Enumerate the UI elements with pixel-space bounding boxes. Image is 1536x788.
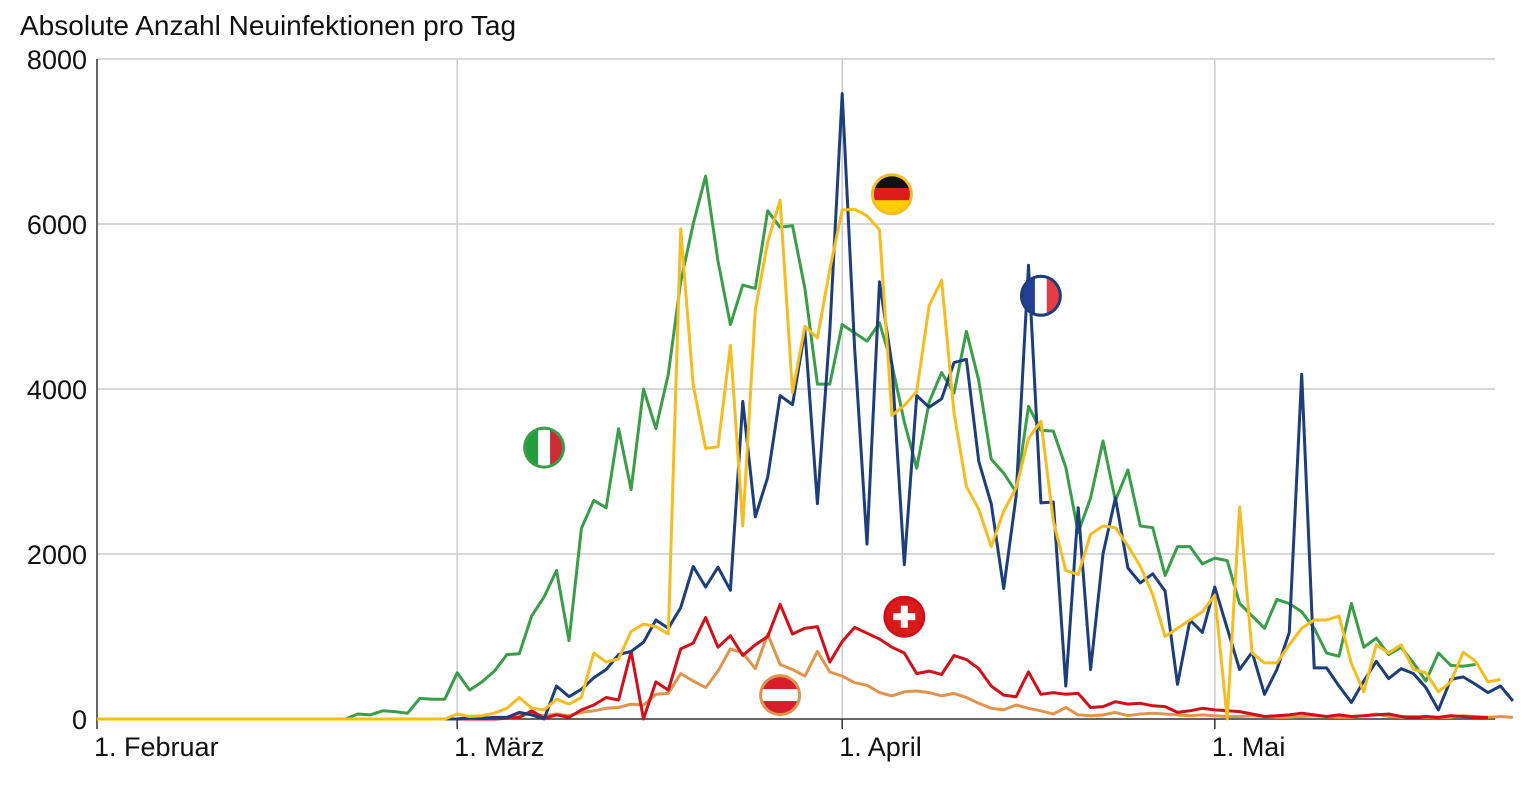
x-tick-label: 1. Februar xyxy=(94,732,219,762)
series-line-france xyxy=(97,92,1515,721)
x-tick-label: 1. April xyxy=(839,732,922,762)
y-tick-label: 0 xyxy=(72,705,87,735)
austria-flag-icon xyxy=(759,674,802,717)
series-line-germany xyxy=(97,198,1501,721)
y-tick-label: 2000 xyxy=(27,540,87,570)
switzerland-flag-icon xyxy=(883,595,926,638)
flag-markers xyxy=(523,173,1062,717)
france-flag-icon xyxy=(1019,274,1062,317)
chart-title: Absolute Anzahl Neuinfektionen pro Tag xyxy=(20,10,517,41)
x-tick-label: 1. März xyxy=(454,732,544,762)
series-line-italy xyxy=(97,174,1476,721)
series-line-austria xyxy=(97,632,1514,721)
italy-flag-icon xyxy=(523,426,566,469)
x-tick-label: 1. Mai xyxy=(1212,732,1286,762)
series-lines xyxy=(97,92,1515,721)
y-tick-label: 8000 xyxy=(27,45,87,75)
y-tick-label: 6000 xyxy=(27,210,87,240)
germany-flag-icon xyxy=(870,173,913,216)
y-tick-label: 4000 xyxy=(27,375,87,405)
